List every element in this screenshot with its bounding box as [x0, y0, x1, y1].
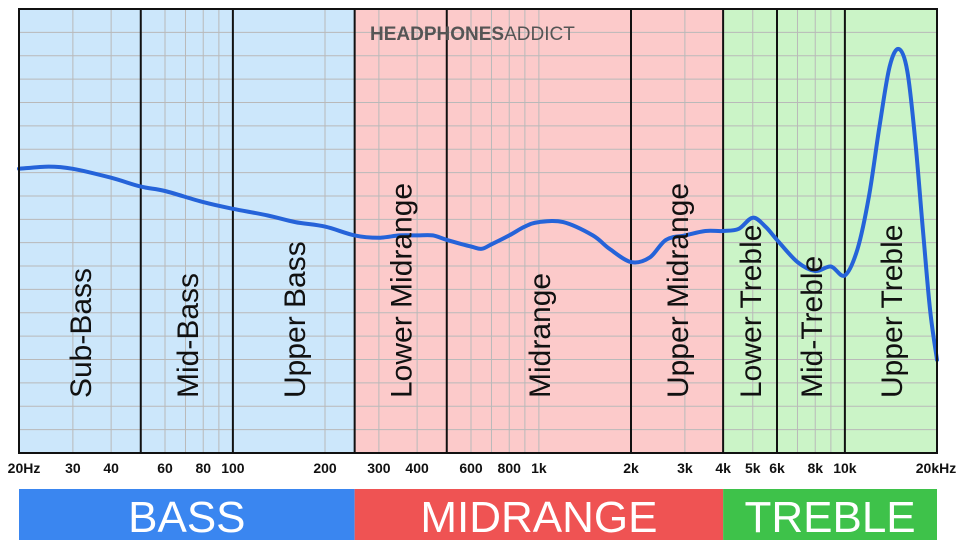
x-tick-label: 10k — [833, 460, 857, 476]
band-label-1: Sub-Bass — [65, 268, 98, 398]
band-label-8: Mid-Treble — [796, 256, 829, 398]
plot-frame — [18, 8, 938, 454]
x-tick-label: 1k — [531, 460, 547, 476]
x-tick-label: 20kHz — [916, 460, 956, 476]
category-bass-bar — [19, 489, 355, 540]
band-4-background — [354, 9, 447, 453]
band-labels: Sub-Bass Mid-Bass Upper Bass Lower Midrange… — [65, 183, 909, 398]
category-treble-bar — [723, 489, 937, 540]
x-tick-label: 80 — [195, 460, 211, 476]
x-tick-label: 600 — [459, 460, 483, 476]
x-tick-label: 300 — [367, 460, 391, 476]
band-1-background — [19, 9, 141, 453]
category-treble-label: TREBLE — [744, 493, 915, 542]
category-bar: BASS MIDRANGE TREBLE — [19, 489, 937, 542]
band-label-3: Upper Bass — [279, 241, 312, 398]
category-bass-label: BASS — [128, 493, 245, 542]
band-label-9: Upper Treble — [876, 225, 909, 398]
response-curve — [17, 46, 939, 362]
x-tick-label: 40 — [103, 460, 119, 476]
band-label-5: Midrange — [524, 273, 557, 398]
x-tick-label: 5k — [745, 460, 761, 476]
x-tick-label: 400 — [405, 460, 429, 476]
band-label-7: Lower Treble — [735, 225, 768, 398]
x-tick-label: 200 — [313, 460, 337, 476]
series-line-1 — [17, 46, 939, 362]
x-tick-label: 4k — [715, 460, 731, 476]
x-tick-label: 3k — [677, 460, 693, 476]
x-tick-label: 30 — [65, 460, 81, 476]
x-tick-label: 20Hz — [8, 460, 41, 476]
x-tick-label: 6k — [769, 460, 785, 476]
band-label-2: Mid-Bass — [172, 273, 205, 398]
x-tick-label: 100 — [221, 460, 245, 476]
band-label-4: Lower Midrange — [386, 183, 419, 398]
x-axis-ticks: 20Hz 30 40 60 80 100 200 300 400 600 800 1k 2k 3k 4k 5k… — [8, 460, 957, 476]
category-midrange-label: MIDRANGE — [420, 493, 657, 542]
category-midrange-bar — [354, 489, 724, 540]
logo-primary-text: HEADPHONES — [370, 24, 504, 45]
band-2-background — [140, 9, 233, 453]
x-tick-label: 8k — [807, 460, 823, 476]
x-tick-label: 800 — [498, 460, 522, 476]
band-label-6: Upper Midrange — [662, 183, 695, 398]
x-tick-label: 2k — [623, 460, 639, 476]
x-tick-label: 60 — [157, 460, 173, 476]
band-8-background — [776, 9, 845, 453]
svg-text:HEADPHONESADDICT: HEADPHONESADDICT — [370, 24, 575, 45]
band-dividers — [139, 9, 846, 453]
logo-secondary-text: ADDICT — [504, 24, 575, 45]
headphones-addict-logo: HEADPHONESADDICT — [370, 24, 575, 45]
